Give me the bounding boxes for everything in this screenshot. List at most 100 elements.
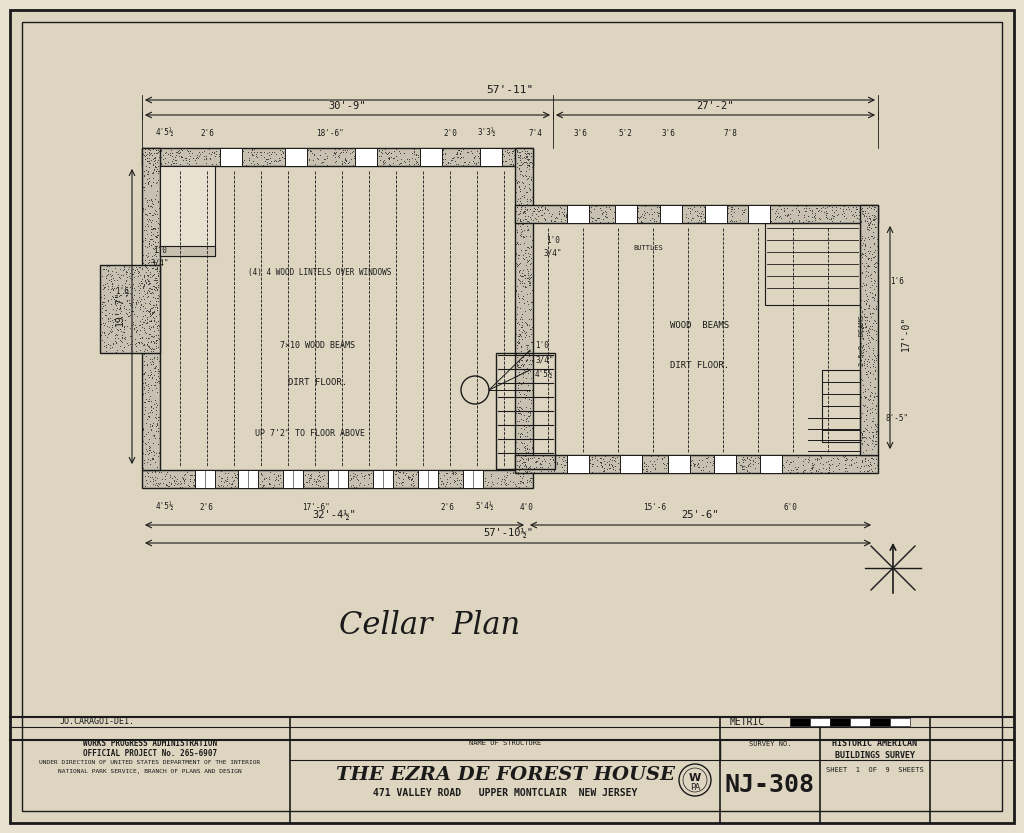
Point xyxy=(280,474,296,487)
Point xyxy=(310,474,327,487)
Point xyxy=(520,302,537,316)
Point xyxy=(96,291,113,304)
Point xyxy=(444,152,461,165)
Point xyxy=(288,157,304,171)
Point xyxy=(593,458,609,471)
Point xyxy=(511,317,527,331)
Point xyxy=(509,359,525,372)
Point xyxy=(299,476,315,489)
Point xyxy=(812,202,828,215)
Point xyxy=(647,462,664,476)
Point xyxy=(142,287,159,300)
Point xyxy=(301,145,317,158)
Point xyxy=(859,458,876,471)
Point xyxy=(135,202,152,216)
Point xyxy=(385,152,401,165)
Point xyxy=(865,394,882,407)
Point xyxy=(139,241,156,254)
Point xyxy=(720,463,736,476)
Point xyxy=(697,459,714,472)
Point xyxy=(592,451,608,464)
Point xyxy=(568,461,585,474)
Point xyxy=(464,147,480,160)
Point xyxy=(499,468,515,481)
Point xyxy=(515,213,531,227)
Point xyxy=(677,461,693,475)
Point xyxy=(594,207,610,220)
Point xyxy=(518,172,535,186)
Point xyxy=(106,262,123,275)
Point xyxy=(138,227,155,240)
Point xyxy=(811,211,827,224)
Point xyxy=(152,150,168,163)
Point xyxy=(860,269,877,282)
Point xyxy=(145,416,162,429)
Point xyxy=(748,212,764,226)
Point xyxy=(447,157,464,171)
Point xyxy=(855,207,871,220)
Point xyxy=(226,468,243,481)
Point xyxy=(204,157,220,171)
Point xyxy=(157,157,173,170)
Point xyxy=(671,457,687,471)
Point xyxy=(146,203,163,217)
Point xyxy=(717,214,733,227)
Point xyxy=(510,248,526,262)
Point xyxy=(168,475,184,488)
Point xyxy=(521,465,538,478)
Point xyxy=(511,180,527,193)
Point xyxy=(144,237,161,251)
Point xyxy=(509,212,525,225)
Point xyxy=(161,480,177,493)
Point xyxy=(867,256,884,269)
Point xyxy=(147,317,164,331)
Point xyxy=(703,201,720,214)
Point xyxy=(518,150,535,163)
Point xyxy=(286,154,302,167)
Point xyxy=(691,209,708,222)
Point xyxy=(779,208,796,222)
Point xyxy=(560,457,577,471)
Point xyxy=(102,312,119,325)
Point xyxy=(556,450,572,463)
Point xyxy=(777,208,794,222)
Point xyxy=(510,174,526,187)
Point xyxy=(860,252,877,266)
Point xyxy=(730,201,746,214)
Point xyxy=(525,461,542,475)
Point xyxy=(853,425,869,438)
Point xyxy=(513,227,529,241)
Point xyxy=(345,469,361,482)
Point xyxy=(634,215,650,228)
Point xyxy=(141,306,158,319)
Point xyxy=(520,253,537,267)
Point xyxy=(227,468,244,481)
Point xyxy=(512,476,528,489)
Point xyxy=(344,466,360,480)
Point xyxy=(523,322,540,336)
Point xyxy=(427,153,443,167)
Point xyxy=(150,283,166,297)
Point xyxy=(396,154,413,167)
Point xyxy=(855,348,871,362)
Point xyxy=(126,322,142,335)
Point xyxy=(855,378,871,392)
Point xyxy=(868,389,885,402)
Point xyxy=(140,332,157,345)
Point xyxy=(211,149,227,162)
Point xyxy=(150,314,166,327)
Point xyxy=(505,158,521,172)
Point xyxy=(804,205,820,218)
Point xyxy=(210,478,226,491)
Point xyxy=(168,149,184,162)
Point xyxy=(145,311,162,324)
Point xyxy=(854,267,870,280)
Point xyxy=(140,305,157,318)
Point xyxy=(581,202,597,215)
Point xyxy=(432,477,449,491)
Point xyxy=(520,409,537,422)
Point xyxy=(523,336,540,349)
Point xyxy=(406,475,422,488)
Point xyxy=(145,347,162,360)
Point xyxy=(94,302,111,315)
